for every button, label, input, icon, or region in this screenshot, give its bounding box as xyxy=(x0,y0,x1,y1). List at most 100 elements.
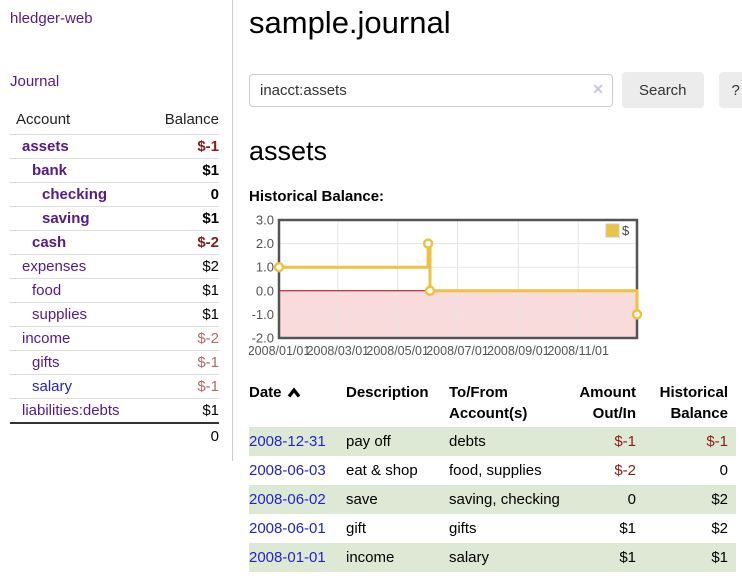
account-balance: $-1 xyxy=(197,138,219,155)
transaction-date-link[interactable]: 2008-12-31 xyxy=(249,433,326,450)
account-link-income[interactable]: income xyxy=(22,330,71,347)
cell-description: save xyxy=(346,491,378,508)
cell-amount: 0 xyxy=(627,491,636,508)
cell-amount: $1 xyxy=(619,520,636,537)
account-link-checking[interactable]: checking xyxy=(42,186,108,203)
account-link-cash[interactable]: cash xyxy=(32,234,67,251)
chart-y-tick-label: 1.0 xyxy=(256,260,274,275)
chart-x-tick-label: 2008/03/01 xyxy=(307,344,370,358)
register-col-description[interactable]: Description xyxy=(346,384,429,401)
register-col-balance[interactable]: Historical Balance xyxy=(659,384,728,422)
register-table: Date Description To/From Account(s) Amou… xyxy=(249,380,736,572)
account-balance: $1 xyxy=(202,306,219,323)
cell-date: 2008-12-31 xyxy=(249,427,346,456)
chart-x-tick-label: 2008/11/01 xyxy=(547,344,609,358)
account-balance: $-2 xyxy=(197,330,219,347)
sidebar: hledger-web Journal Account Balance asse… xyxy=(0,0,233,461)
accounts-table: Account Balance assets $-1 bank $1 checking 0… xyxy=(10,109,219,447)
account-link-gifts[interactable]: gifts xyxy=(32,354,60,371)
chart-legend-swatch xyxy=(605,223,620,238)
account-link-saving[interactable]: saving xyxy=(42,210,90,227)
cell-balance: $-1 xyxy=(706,433,728,450)
register-row: 2008-01-01 income salary $1 $1 xyxy=(249,543,736,572)
cell-description: eat & shop xyxy=(346,462,418,479)
cell-date: 2008-06-01 xyxy=(249,514,346,543)
account-row: income $-2 xyxy=(10,326,219,351)
transaction-date-link[interactable]: 2008-01-01 xyxy=(249,549,326,566)
brand-link[interactable]: hledger-web xyxy=(10,10,93,27)
account-balance: $1 xyxy=(202,162,219,179)
account-link-supplies[interactable]: supplies xyxy=(32,306,88,323)
cell-date: 2008-06-02 xyxy=(249,485,346,514)
chart-data-point xyxy=(422,238,434,249)
account-row: salary $-1 xyxy=(10,374,219,399)
register-col-accounts[interactable]: To/From Account(s) xyxy=(449,384,528,422)
clear-search-icon[interactable]: ✕ xyxy=(592,80,604,97)
cell-accounts: salary xyxy=(449,549,490,566)
account-link-bank[interactable]: bank xyxy=(32,162,68,179)
register-col-date[interactable]: Date xyxy=(249,380,346,427)
account-row: assets $-1 xyxy=(10,134,219,159)
account-row: gifts $-1 xyxy=(10,350,219,375)
cell-balance: $2 xyxy=(711,491,728,508)
cell-amount: $1 xyxy=(619,549,636,566)
register-header-row: Date Description To/From Account(s) Amou… xyxy=(249,380,736,427)
historical-balance-chart: $3.0 2.0 1.0 0.0 -1.0 -2.02008/01/012008/03/0… xyxy=(249,214,643,358)
cell-balance: $2 xyxy=(711,520,728,537)
account-row: food $1 xyxy=(10,278,219,303)
account-link-food[interactable]: food xyxy=(32,282,62,299)
register-col-amount[interactable]: Amount Out/In xyxy=(579,384,636,422)
main-content: sample.journal ✕ Search ? assets Histori… xyxy=(233,0,742,586)
transaction-date-link[interactable]: 2008-06-02 xyxy=(249,491,326,508)
cell-accounts: debts xyxy=(449,433,486,450)
account-row: saving $1 xyxy=(10,206,219,231)
accounts-col-account: Account xyxy=(16,111,71,128)
cell-accounts: food, supplies xyxy=(449,462,542,479)
account-row: expenses $2 xyxy=(10,254,219,279)
account-balance: $-1 xyxy=(197,378,219,395)
chart-data-point xyxy=(273,261,285,273)
accounts-total-value: 0 xyxy=(144,422,219,447)
cell-date: 2008-01-01 xyxy=(249,543,346,572)
cell-description: income xyxy=(346,549,395,566)
account-link-liabilities-debts[interactable]: liabilities:debts xyxy=(22,402,120,419)
chart-y-tick-label: -2.0 xyxy=(252,331,274,346)
search-box: ✕ xyxy=(249,73,613,107)
cell-date: 2008-06-03 xyxy=(249,456,346,485)
sort-ascending-chevron-up-icon xyxy=(287,387,300,398)
account-link-expenses[interactable]: expenses xyxy=(22,258,87,275)
register-col-date-label: Date xyxy=(249,384,282,401)
search-input[interactable] xyxy=(249,73,613,107)
account-balance: $1 xyxy=(202,210,219,227)
register-row: 2008-06-01 gift gifts $1 $2 xyxy=(249,514,736,543)
page-title: sample.journal xyxy=(249,5,451,40)
account-row: bank $1 xyxy=(10,158,219,183)
register-row: 2008-12-31 pay off debts $-1 $-1 xyxy=(249,427,736,456)
register-row: 2008-06-02 save saving, checking 0 $2 xyxy=(249,485,736,514)
cell-balance: $1 xyxy=(711,549,728,566)
register-row: 2008-06-03 eat & shop food, supplies $-2 0 xyxy=(249,456,736,485)
account-balance: $-1 xyxy=(197,354,219,371)
accounts-col-balance: Balance xyxy=(164,111,219,128)
chart-y-tick-label: 3.0 xyxy=(256,214,274,228)
cell-accounts: saving, checking xyxy=(449,491,560,508)
sidebar-item-journal[interactable]: Journal xyxy=(10,73,60,90)
cell-description: pay off xyxy=(346,433,391,450)
chart-border xyxy=(277,218,639,340)
account-link-assets[interactable]: assets xyxy=(22,138,69,155)
account-link-salary[interactable]: salary xyxy=(32,378,73,395)
chart-y-tick-label: 0.0 xyxy=(256,283,274,298)
chart-x-tick-label: 2008/09/01 xyxy=(487,344,550,358)
account-row: liabilities:debts $1 xyxy=(10,398,219,424)
chart-x-tick-label: 2008/05/01 xyxy=(366,344,429,358)
chart-title: Historical Balance: xyxy=(249,188,385,205)
chart-data-point xyxy=(631,309,643,320)
transaction-date-link[interactable]: 2008-06-01 xyxy=(249,520,326,537)
transaction-date-link[interactable]: 2008-06-03 xyxy=(249,462,326,479)
search-button[interactable]: Search xyxy=(622,72,704,108)
account-row: checking 0 xyxy=(10,182,219,207)
chart-y-tick-label: -1.0 xyxy=(252,307,274,322)
help-button[interactable]: ? xyxy=(718,72,742,108)
chart-x-tick-label: 2008/07/01 xyxy=(426,344,489,358)
accounts-header-row: Account Balance xyxy=(10,109,219,135)
